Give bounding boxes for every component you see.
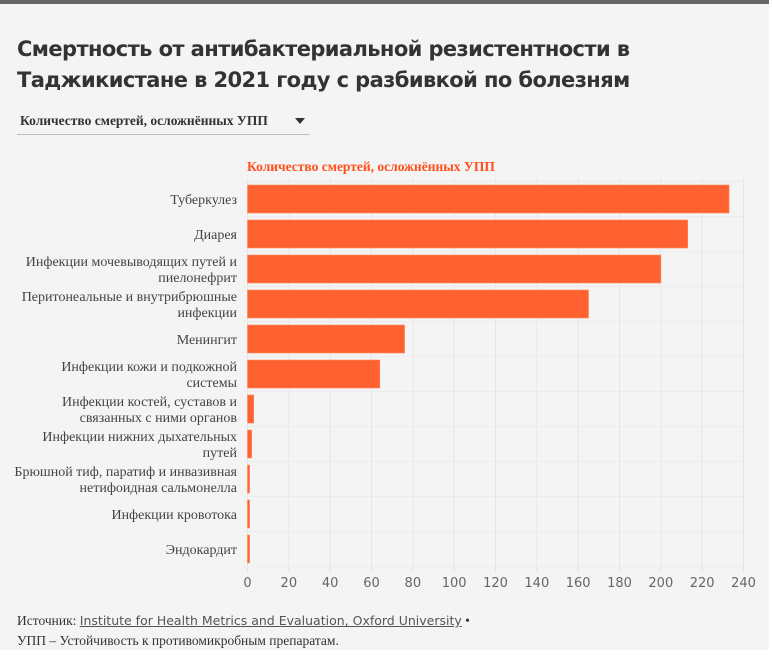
- x-tick-label: 240: [731, 576, 756, 591]
- dropdown-selected-value: Количество смертей, осложнённых УПП: [20, 113, 268, 128]
- bar[interactable]: [247, 534, 250, 564]
- x-axis-ticks: 0 20 40 60 80 100 120 140 160 180 200 220 240: [243, 576, 756, 591]
- category-label: Туберкулез: [170, 193, 237, 208]
- category-label: Перитонеальные и внутрибрюшные инфекции: [22, 290, 238, 321]
- x-tick-label: 200: [648, 576, 673, 591]
- x-tick-label: 60: [363, 576, 380, 591]
- x-tick-label: 100: [442, 576, 467, 591]
- category-label-line: системы: [186, 376, 237, 391]
- bar[interactable]: [247, 499, 250, 529]
- bar[interactable]: [247, 324, 405, 354]
- category-label: Инфекции нижних дыхательных путей: [42, 430, 237, 461]
- category-label: Инфекции кожи и подкожной системы: [61, 360, 237, 391]
- category-label-line: Инфекции кровотока: [111, 508, 237, 523]
- bar[interactable]: [247, 184, 730, 214]
- x-tick-label: 220: [690, 576, 715, 591]
- x-tick-label: 180: [607, 576, 632, 591]
- metric-dropdown[interactable]: Количество смертей, осложнённых УПП: [17, 110, 310, 135]
- source-prefix: Источник:: [17, 613, 80, 628]
- bars: [247, 184, 730, 564]
- category-label-line: Диарея: [194, 228, 237, 243]
- category-label: Брюшной тиф, паратиф и инвазивная нетифои…: [14, 465, 237, 496]
- footnote: УПП – Устойчивость к противомикробным пр…: [17, 633, 339, 648]
- bar[interactable]: [247, 464, 250, 494]
- category-label-line: нетифоидная сальмонелла: [80, 481, 238, 496]
- category-label: Инфекции кровотока: [111, 508, 237, 523]
- category-labels: Туберкулез Диарея Инфекции мочевыводящих п…: [14, 193, 237, 558]
- caret-down-icon: [295, 118, 305, 124]
- bar[interactable]: [247, 289, 589, 319]
- category-label: Инфекции костей, суставов и связанных с н…: [62, 395, 238, 426]
- category-label-line: пиелонефрит: [158, 271, 237, 286]
- x-tick-label: 80: [405, 576, 422, 591]
- bar[interactable]: [247, 429, 252, 459]
- category-label-line: Туберкулез: [170, 193, 237, 208]
- x-tick-label: 20: [281, 576, 298, 591]
- category-label-line: Брюшной тиф, паратиф и инвазивная: [14, 465, 237, 480]
- category-label-line: путей: [203, 446, 238, 461]
- category-label: Эндокардит: [166, 543, 237, 558]
- category-label-line: инфекции: [177, 306, 237, 321]
- x-tick-label: 120: [483, 576, 508, 591]
- series-label: Количество смертей, осложнённых УПП: [247, 159, 495, 174]
- footer-separator: •: [461, 613, 470, 628]
- category-label-line: Инфекции нижних дыхательных: [42, 430, 237, 445]
- category-label-line: Перитонеальные и внутрибрюшные: [22, 290, 237, 305]
- bar[interactable]: [247, 359, 381, 389]
- x-tick-label: 160: [566, 576, 591, 591]
- bar[interactable]: [247, 219, 689, 249]
- category-label-line: Инфекции костей, суставов и: [62, 395, 238, 410]
- bar[interactable]: [247, 254, 662, 284]
- source-link[interactable]: Institute for Health Metrics and Evaluat…: [79, 613, 462, 628]
- footer: Источник: Institute for Health Metrics a…: [17, 611, 757, 651]
- category-label-line: Инфекции мочевыводящих путей и: [26, 255, 238, 270]
- x-tick-label: 140: [524, 576, 549, 591]
- category-label: Инфекции мочевыводящих путей и пиелонефри…: [26, 255, 238, 286]
- category-label-line: связанных с ними органов: [80, 411, 238, 426]
- x-tick-label: 0: [243, 576, 251, 591]
- chart-title: Смертность от антибактериальной резистен…: [17, 37, 630, 92]
- bar[interactable]: [247, 394, 254, 424]
- category-label-line: Менингит: [177, 333, 237, 348]
- category-label-line: Эндокардит: [166, 543, 237, 558]
- x-tick-label: 40: [322, 576, 339, 591]
- category-label: Диарея: [194, 228, 237, 243]
- category-label: Менингит: [177, 333, 237, 348]
- category-label-line: Инфекции кожи и подкожной: [61, 360, 237, 375]
